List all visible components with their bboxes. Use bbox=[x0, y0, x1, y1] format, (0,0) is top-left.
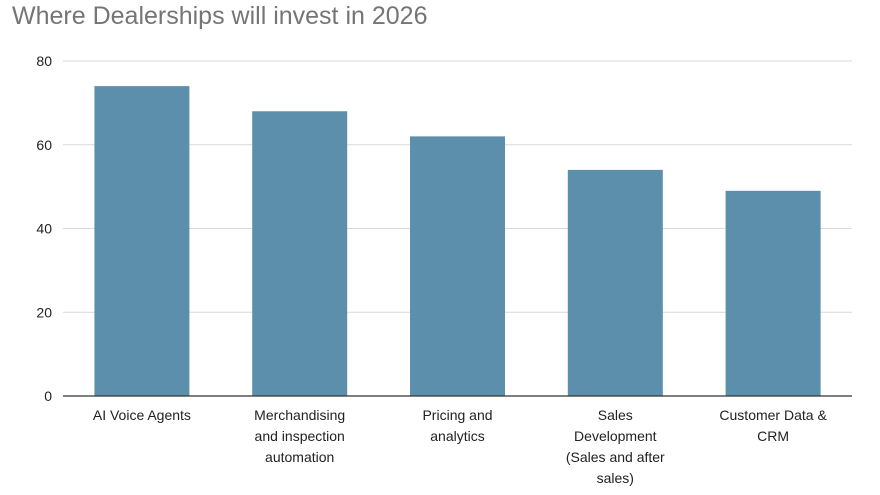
bar bbox=[410, 136, 505, 396]
x-tick-label-line: Customer Data & bbox=[719, 407, 827, 423]
x-tick-label: Pricing and analytics bbox=[422, 407, 492, 444]
x-tick-label-line: AI Voice Agents bbox=[93, 407, 191, 423]
y-tick-label: 60 bbox=[36, 137, 52, 153]
x-tick-label-line: Merchandising bbox=[254, 407, 345, 423]
x-tick-label-line: Development bbox=[574, 428, 657, 444]
x-tick-label: Sales Development (Sales and after sales) bbox=[566, 407, 665, 486]
x-tick-label: AI Voice Agents bbox=[93, 407, 191, 423]
x-axis-labels: AI Voice Agents Merchandising and inspecti… bbox=[93, 407, 828, 486]
x-tick-label: Customer Data & CRM bbox=[719, 407, 827, 444]
x-tick-label-line: sales) bbox=[597, 470, 634, 486]
x-tick-label-line: Sales bbox=[598, 407, 633, 423]
bars bbox=[94, 86, 821, 396]
x-tick-label-line: CRM bbox=[757, 428, 789, 444]
bar bbox=[94, 86, 190, 396]
y-tick-label: 0 bbox=[44, 388, 52, 404]
x-tick-label: Merchandising and inspection automation bbox=[254, 407, 345, 465]
x-tick-label-line: analytics bbox=[430, 428, 484, 444]
x-tick-label-line: Pricing and bbox=[422, 407, 492, 423]
y-tick-label: 80 bbox=[36, 53, 52, 69]
y-tick-label: 40 bbox=[36, 221, 52, 237]
bar bbox=[567, 169, 663, 396]
y-tick-label: 20 bbox=[36, 304, 52, 320]
x-tick-label-line: (Sales and after bbox=[566, 449, 665, 465]
y-axis-ticks: 0 20 40 60 80 bbox=[36, 53, 52, 404]
chart-title: Where Dealerships will invest in 2026 bbox=[12, 2, 428, 30]
x-tick-label-line: and inspection bbox=[255, 428, 345, 444]
x-tick-label-line: automation bbox=[265, 449, 334, 465]
bar bbox=[252, 111, 348, 396]
bar bbox=[725, 190, 821, 396]
